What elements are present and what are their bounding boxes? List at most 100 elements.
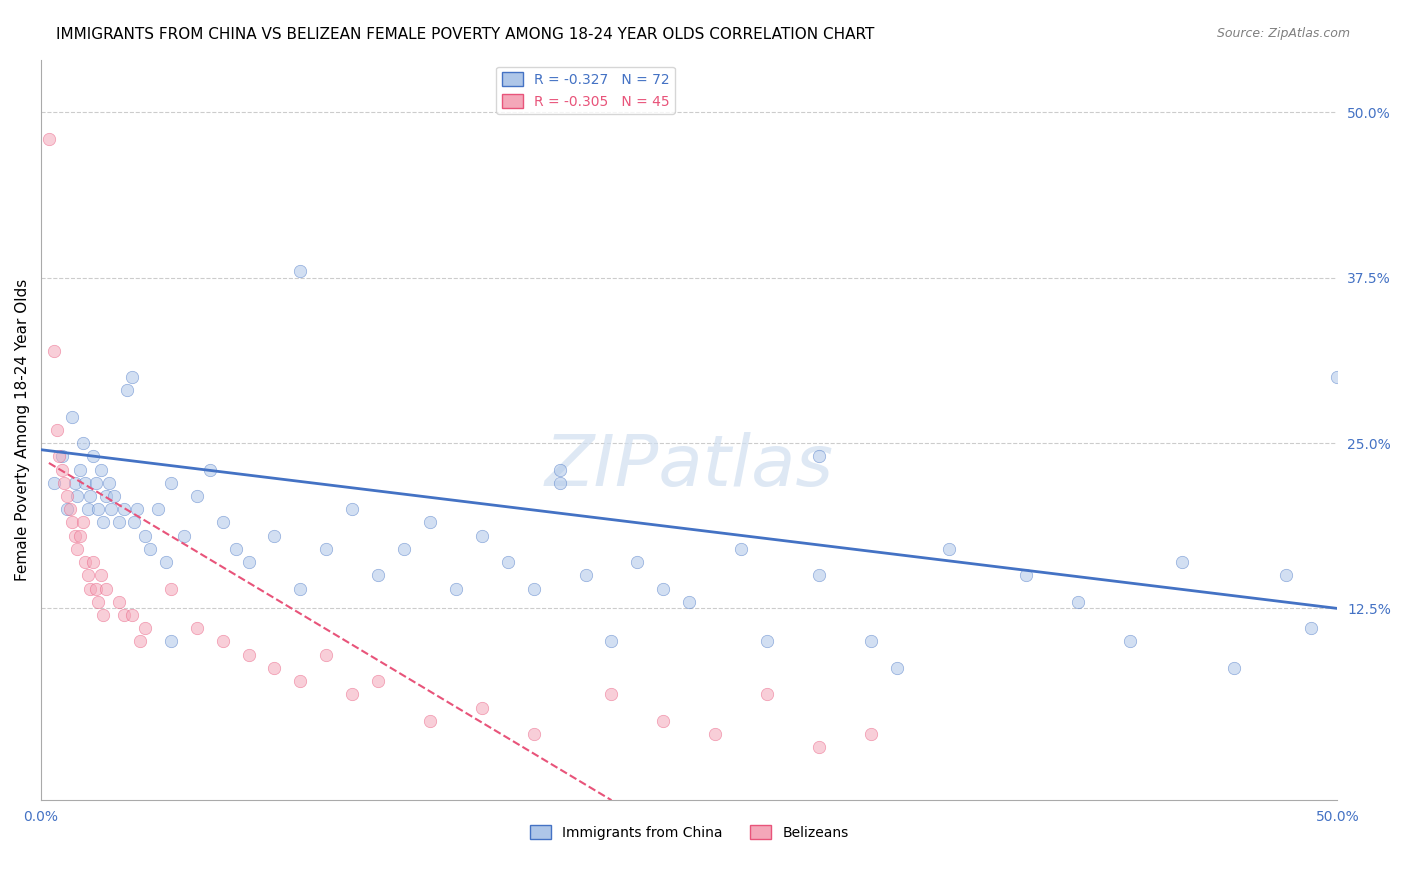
Point	[60, 516, 83, 530]
Y-axis label: Female Poverty Among 18-24 Year Olds: Female Poverty Among 18-24 Year Olds	[15, 279, 30, 581]
Point	[678, 595, 700, 609]
Point	[63, 475, 86, 490]
Point	[76, 568, 98, 582]
Point	[72, 436, 94, 450]
Point	[159, 634, 181, 648]
Point	[48, 450, 70, 464]
Point	[1301, 621, 1323, 635]
Point	[859, 727, 882, 741]
Point	[84, 582, 107, 596]
Point	[600, 687, 623, 701]
Point	[342, 502, 364, 516]
Point	[139, 541, 162, 556]
Point	[51, 462, 73, 476]
Point	[807, 740, 830, 755]
Point	[42, 343, 65, 358]
Point	[186, 621, 208, 635]
Point	[94, 489, 117, 503]
Point	[600, 634, 623, 648]
Point	[807, 568, 830, 582]
Point	[79, 489, 101, 503]
Point	[367, 674, 389, 689]
Point	[238, 648, 260, 662]
Point	[159, 582, 181, 596]
Point	[38, 132, 60, 146]
Point	[115, 383, 138, 397]
Point	[367, 568, 389, 582]
Point	[124, 516, 146, 530]
Point	[238, 555, 260, 569]
Point	[290, 674, 312, 689]
Text: Source: ZipAtlas.com: Source: ZipAtlas.com	[1216, 27, 1350, 40]
Point	[56, 502, 79, 516]
Point	[263, 661, 285, 675]
Point	[471, 529, 494, 543]
Point	[66, 541, 89, 556]
Point	[1171, 555, 1194, 569]
Point	[125, 502, 148, 516]
Point	[146, 502, 169, 516]
Point	[66, 489, 89, 503]
Point	[263, 529, 285, 543]
Point	[82, 450, 104, 464]
Point	[60, 409, 83, 424]
Point	[94, 582, 117, 596]
Point	[87, 595, 110, 609]
Point	[290, 264, 312, 278]
Point	[886, 661, 908, 675]
Point	[75, 555, 97, 569]
Point	[59, 502, 82, 516]
Point	[100, 502, 122, 516]
Point	[84, 475, 107, 490]
Point	[652, 582, 675, 596]
Point	[186, 489, 208, 503]
Point	[134, 621, 156, 635]
Point	[159, 475, 181, 490]
Point	[1067, 595, 1090, 609]
Point	[392, 541, 415, 556]
Point	[756, 687, 779, 701]
Point	[444, 582, 467, 596]
Point	[155, 555, 177, 569]
Point	[315, 541, 337, 556]
Point	[290, 582, 312, 596]
Point	[574, 568, 596, 582]
Point	[42, 475, 65, 490]
Point	[1119, 634, 1142, 648]
Point	[342, 687, 364, 701]
Point	[90, 462, 112, 476]
Text: IMMIGRANTS FROM CHINA VS BELIZEAN FEMALE POVERTY AMONG 18-24 YEAR OLDS CORRELATI: IMMIGRANTS FROM CHINA VS BELIZEAN FEMALE…	[56, 27, 875, 42]
Point	[91, 516, 114, 530]
Point	[69, 529, 91, 543]
Point	[103, 489, 125, 503]
Point	[523, 727, 546, 741]
Point	[315, 648, 337, 662]
Point	[91, 608, 114, 623]
Point	[134, 529, 156, 543]
Point	[496, 555, 519, 569]
Text: ZIPatlas: ZIPatlas	[544, 433, 834, 501]
Point	[548, 462, 571, 476]
Point	[419, 516, 441, 530]
Point	[548, 475, 571, 490]
Point	[730, 541, 752, 556]
Point	[225, 541, 247, 556]
Point	[938, 541, 960, 556]
Point	[471, 700, 494, 714]
Point	[45, 423, 67, 437]
Point	[1326, 370, 1348, 384]
Point	[108, 595, 131, 609]
Point	[112, 502, 135, 516]
Point	[523, 582, 546, 596]
Point	[69, 462, 91, 476]
Point	[756, 634, 779, 648]
Point	[211, 516, 233, 530]
Point	[121, 370, 143, 384]
Point	[87, 502, 110, 516]
Point	[76, 502, 98, 516]
Point	[56, 489, 79, 503]
Point	[859, 634, 882, 648]
Point	[82, 555, 104, 569]
Point	[652, 714, 675, 728]
Point	[807, 450, 830, 464]
